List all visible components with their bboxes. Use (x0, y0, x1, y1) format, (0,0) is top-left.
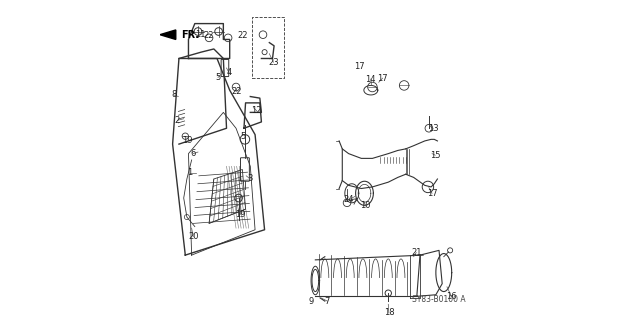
Text: 17: 17 (354, 62, 365, 71)
Text: 1: 1 (187, 168, 192, 177)
Text: 19: 19 (183, 136, 193, 145)
Text: 5: 5 (240, 132, 246, 141)
Text: 24: 24 (344, 195, 354, 204)
Text: FR.: FR. (182, 30, 199, 40)
Text: 17: 17 (427, 189, 438, 198)
Text: 19: 19 (236, 210, 246, 219)
Text: 9: 9 (308, 297, 314, 306)
Text: 15: 15 (430, 151, 440, 160)
Text: 8: 8 (171, 91, 176, 100)
Polygon shape (160, 30, 176, 39)
Text: SY83-B0100 A: SY83-B0100 A (412, 295, 466, 304)
Text: 10: 10 (360, 202, 371, 211)
Text: 2: 2 (175, 116, 180, 125)
Text: 13: 13 (428, 124, 439, 133)
Text: 11: 11 (196, 30, 206, 39)
Text: 3: 3 (248, 174, 253, 183)
Text: 7: 7 (325, 297, 330, 306)
Text: 23: 23 (268, 58, 279, 67)
Text: 12: 12 (252, 106, 262, 115)
Text: 21: 21 (411, 248, 422, 257)
Text: 6: 6 (190, 149, 196, 158)
Text: 4: 4 (226, 68, 232, 77)
Text: 22: 22 (204, 31, 214, 40)
Text: 5: 5 (215, 73, 220, 82)
Text: 17: 17 (377, 74, 388, 83)
Text: 14: 14 (366, 75, 376, 84)
Text: 20: 20 (188, 232, 199, 241)
Text: 22: 22 (238, 31, 248, 40)
Text: 18: 18 (383, 308, 394, 317)
Text: 22: 22 (232, 87, 242, 96)
Text: 16: 16 (447, 292, 457, 301)
